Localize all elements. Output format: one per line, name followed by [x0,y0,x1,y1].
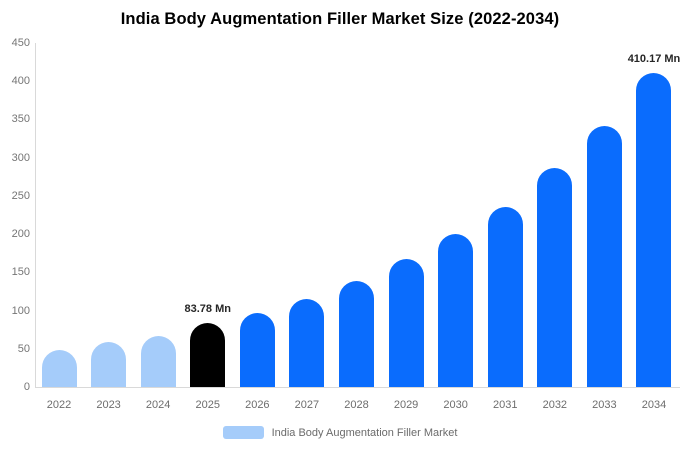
bar-2022 [41,349,77,387]
ytick-label-50: 50 [17,342,30,355]
bar-2028 [338,280,374,387]
bar-2033 [586,125,622,387]
chart-title: India Body Augmentation Filler Market Si… [120,10,560,28]
bar-2032 [537,168,573,387]
xtick-label-2023: 2023 [96,399,121,411]
annotation-2034: 410.17 Mn [627,53,680,66]
bar-2034 [636,73,672,387]
bar-2023 [91,341,127,387]
ytick-label-250: 250 [11,189,30,202]
x-axis-line [35,387,680,388]
xtick-label-2024: 2024 [145,399,171,411]
bar-2031 [487,206,523,387]
ytick-label-300: 300 [11,151,30,164]
xtick-label-2029: 2029 [393,399,419,411]
xtick-label-2026: 2026 [245,399,270,411]
ytick-label-350: 350 [11,113,30,126]
xtick-label-2028: 2028 [344,399,369,411]
bar-2029 [388,259,424,387]
xtick-label-2033: 2033 [592,399,617,411]
bar-2024 [140,335,176,387]
xtick-label-2032: 2032 [542,399,568,411]
bar-2027 [289,299,325,387]
legend-swatch [222,426,264,439]
ytick-label-200: 200 [11,228,30,241]
xtick-label-2022: 2022 [46,399,72,411]
xtick-label-2031: 2031 [492,399,518,411]
y-axis-line [35,43,36,387]
annotation-2025: 83.78 Mn [184,302,231,315]
ytick-label-100: 100 [11,304,30,317]
legend: India Body Augmentation Filler Market [0,426,680,439]
bar-2026 [239,312,275,387]
ytick-label-150: 150 [11,266,30,279]
xtick-label-2034: 2034 [641,399,667,411]
xtick-label-2025: 2025 [195,399,220,411]
xtick-label-2030: 2030 [443,399,468,411]
ytick-label-0: 0 [23,381,30,393]
xtick-label-2027: 2027 [294,399,320,411]
bar-2030 [438,234,474,387]
bar-2025 [190,322,226,387]
ytick-label-450: 450 [11,37,30,49]
ytick-label-400: 400 [11,75,30,88]
legend-label: India Body Augmentation Filler Market [271,426,458,439]
